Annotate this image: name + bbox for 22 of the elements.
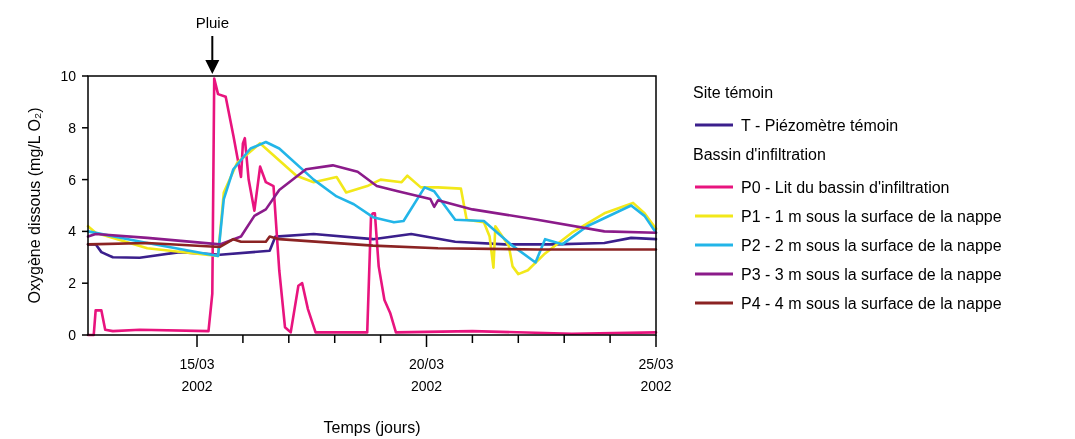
- line-series: [86, 235, 658, 251]
- y-tick-label: 8: [68, 119, 77, 136]
- legend-label: T - Piézomètre témoin: [741, 117, 899, 134]
- line-series: [86, 164, 658, 246]
- legend-label: P1 - 1 m sous la surface de la nappe: [741, 208, 1002, 225]
- text: Site témoin: [693, 84, 774, 101]
- legend-label: P3 - 3 m sous la surface de la nappe: [741, 266, 1002, 283]
- legend-label: P4 - 4 m sous la surface de la nappe: [741, 295, 1002, 312]
- y-tick-label: 10: [60, 68, 77, 84]
- x-tick-label: 20/03 2002: [408, 356, 445, 394]
- y-tick-label: 4: [68, 223, 77, 240]
- text: Bassin d'infiltration: [693, 146, 826, 163]
- x-axis-title: Temps (jours): [323, 419, 421, 436]
- y-axis-title: Oxygène dissous (mg/L O₂): [26, 107, 43, 304]
- y-tick-label: 2: [68, 275, 77, 292]
- y-tick-label: 6: [68, 171, 77, 188]
- x-tick-label: 25/03 2002: [638, 356, 674, 394]
- legend-label: P0 - Lit du bassin d'infiltration: [741, 179, 950, 196]
- legend-label: P2 - 2 m sous la surface de la nappe: [741, 237, 1002, 254]
- y-tick-label: 0: [68, 327, 77, 343]
- annotation: Pluie: [195, 14, 229, 31]
- x-tick-label: 15/03 2002: [179, 356, 215, 394]
